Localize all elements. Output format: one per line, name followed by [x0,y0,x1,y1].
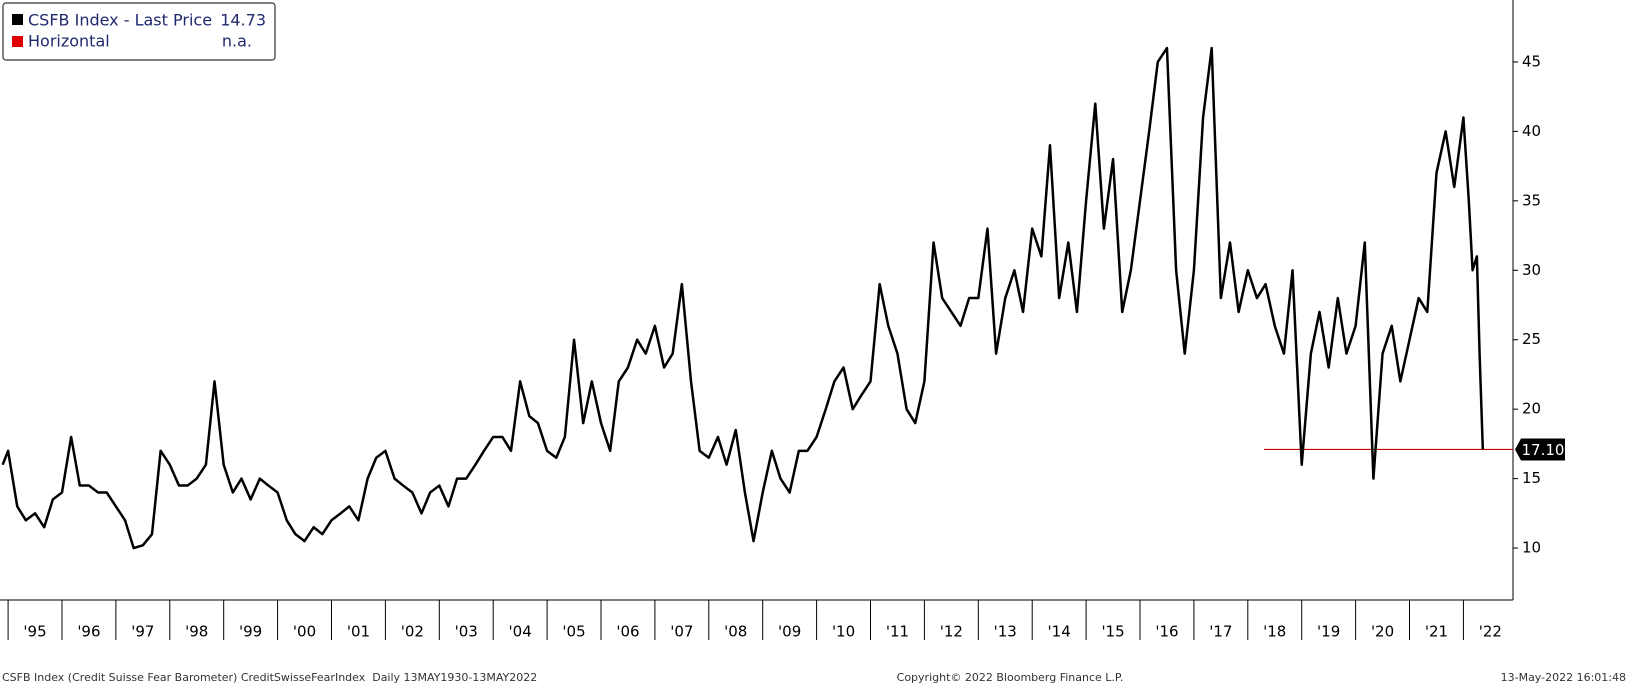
footer-source: CSFB Index (Credit Suisse Fear Barometer… [2,671,537,684]
x-tick-label: '00 [293,623,316,641]
x-tick-label: '14 [1048,623,1071,641]
legend-swatch [12,36,23,47]
x-tick-label: '06 [616,623,639,641]
x-tick-label: '98 [185,623,208,641]
value-label: 17.10 [1522,441,1565,459]
x-tick-label: '04 [509,623,532,641]
x-tick-label: '97 [131,623,154,641]
x-tick-label: '08 [724,623,747,641]
y-tick-label: 30 [1522,261,1541,279]
x-tick-label: '95 [23,623,46,641]
x-tick-label: '15 [1101,623,1124,641]
x-tick-label: '19 [1317,623,1340,641]
x-tick-label: '01 [347,623,370,641]
x-tick-label: '99 [239,623,262,641]
legend-label: CSFB Index - Last Price [28,11,212,30]
x-tick-label: '07 [670,623,693,641]
y-tick-label: 40 [1522,122,1541,140]
y-tick-label: 35 [1522,191,1541,209]
x-tick-label: '17 [1209,623,1232,641]
x-tick-label: '11 [886,623,909,641]
legend-box [2,2,276,61]
x-tick-label: '20 [1371,623,1394,641]
y-tick-label: 45 [1522,52,1541,70]
x-tick-label: '02 [401,623,424,641]
x-tick-label: '05 [562,623,585,641]
footer-copyright: Copyright© 2022 Bloomberg Finance L.P. [897,671,1124,684]
legend-label: Horizontal [28,32,110,51]
line-series [1,46,1485,550]
x-tick-label: '13 [994,623,1017,641]
x-tick-label: '18 [1263,623,1286,641]
legend: CSFB Index - Last Price 14.73 Horizontal… [2,2,276,61]
x-tick-label: '22 [1479,623,1502,641]
legend-value: 14.73 [220,11,266,30]
x-tick-label: '21 [1425,623,1448,641]
y-tick-label: 10 [1522,539,1541,557]
x-tick-label: '16 [1155,623,1178,641]
legend-swatch [12,14,23,25]
x-tick-label: '09 [778,623,801,641]
y-tick-label: 15 [1522,469,1541,487]
legend-value: n.a. [222,32,252,51]
x-tick-label: '03 [455,623,478,641]
value-label-box [1515,438,1565,461]
footer-date: 13-May-2022 16:01:48 [1501,671,1626,684]
y-tick-label: 20 [1522,400,1541,418]
x-tick-label: '10 [832,623,855,641]
x-tick-label: '12 [940,623,963,641]
x-tick-label: '96 [77,623,100,641]
y-tick-label: 25 [1522,330,1541,348]
